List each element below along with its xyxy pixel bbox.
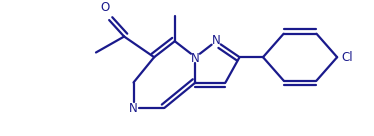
Text: N: N bbox=[191, 52, 200, 65]
Text: O: O bbox=[101, 1, 110, 14]
Text: Cl: Cl bbox=[341, 51, 353, 64]
Text: N: N bbox=[129, 102, 138, 115]
Text: N: N bbox=[212, 34, 220, 47]
